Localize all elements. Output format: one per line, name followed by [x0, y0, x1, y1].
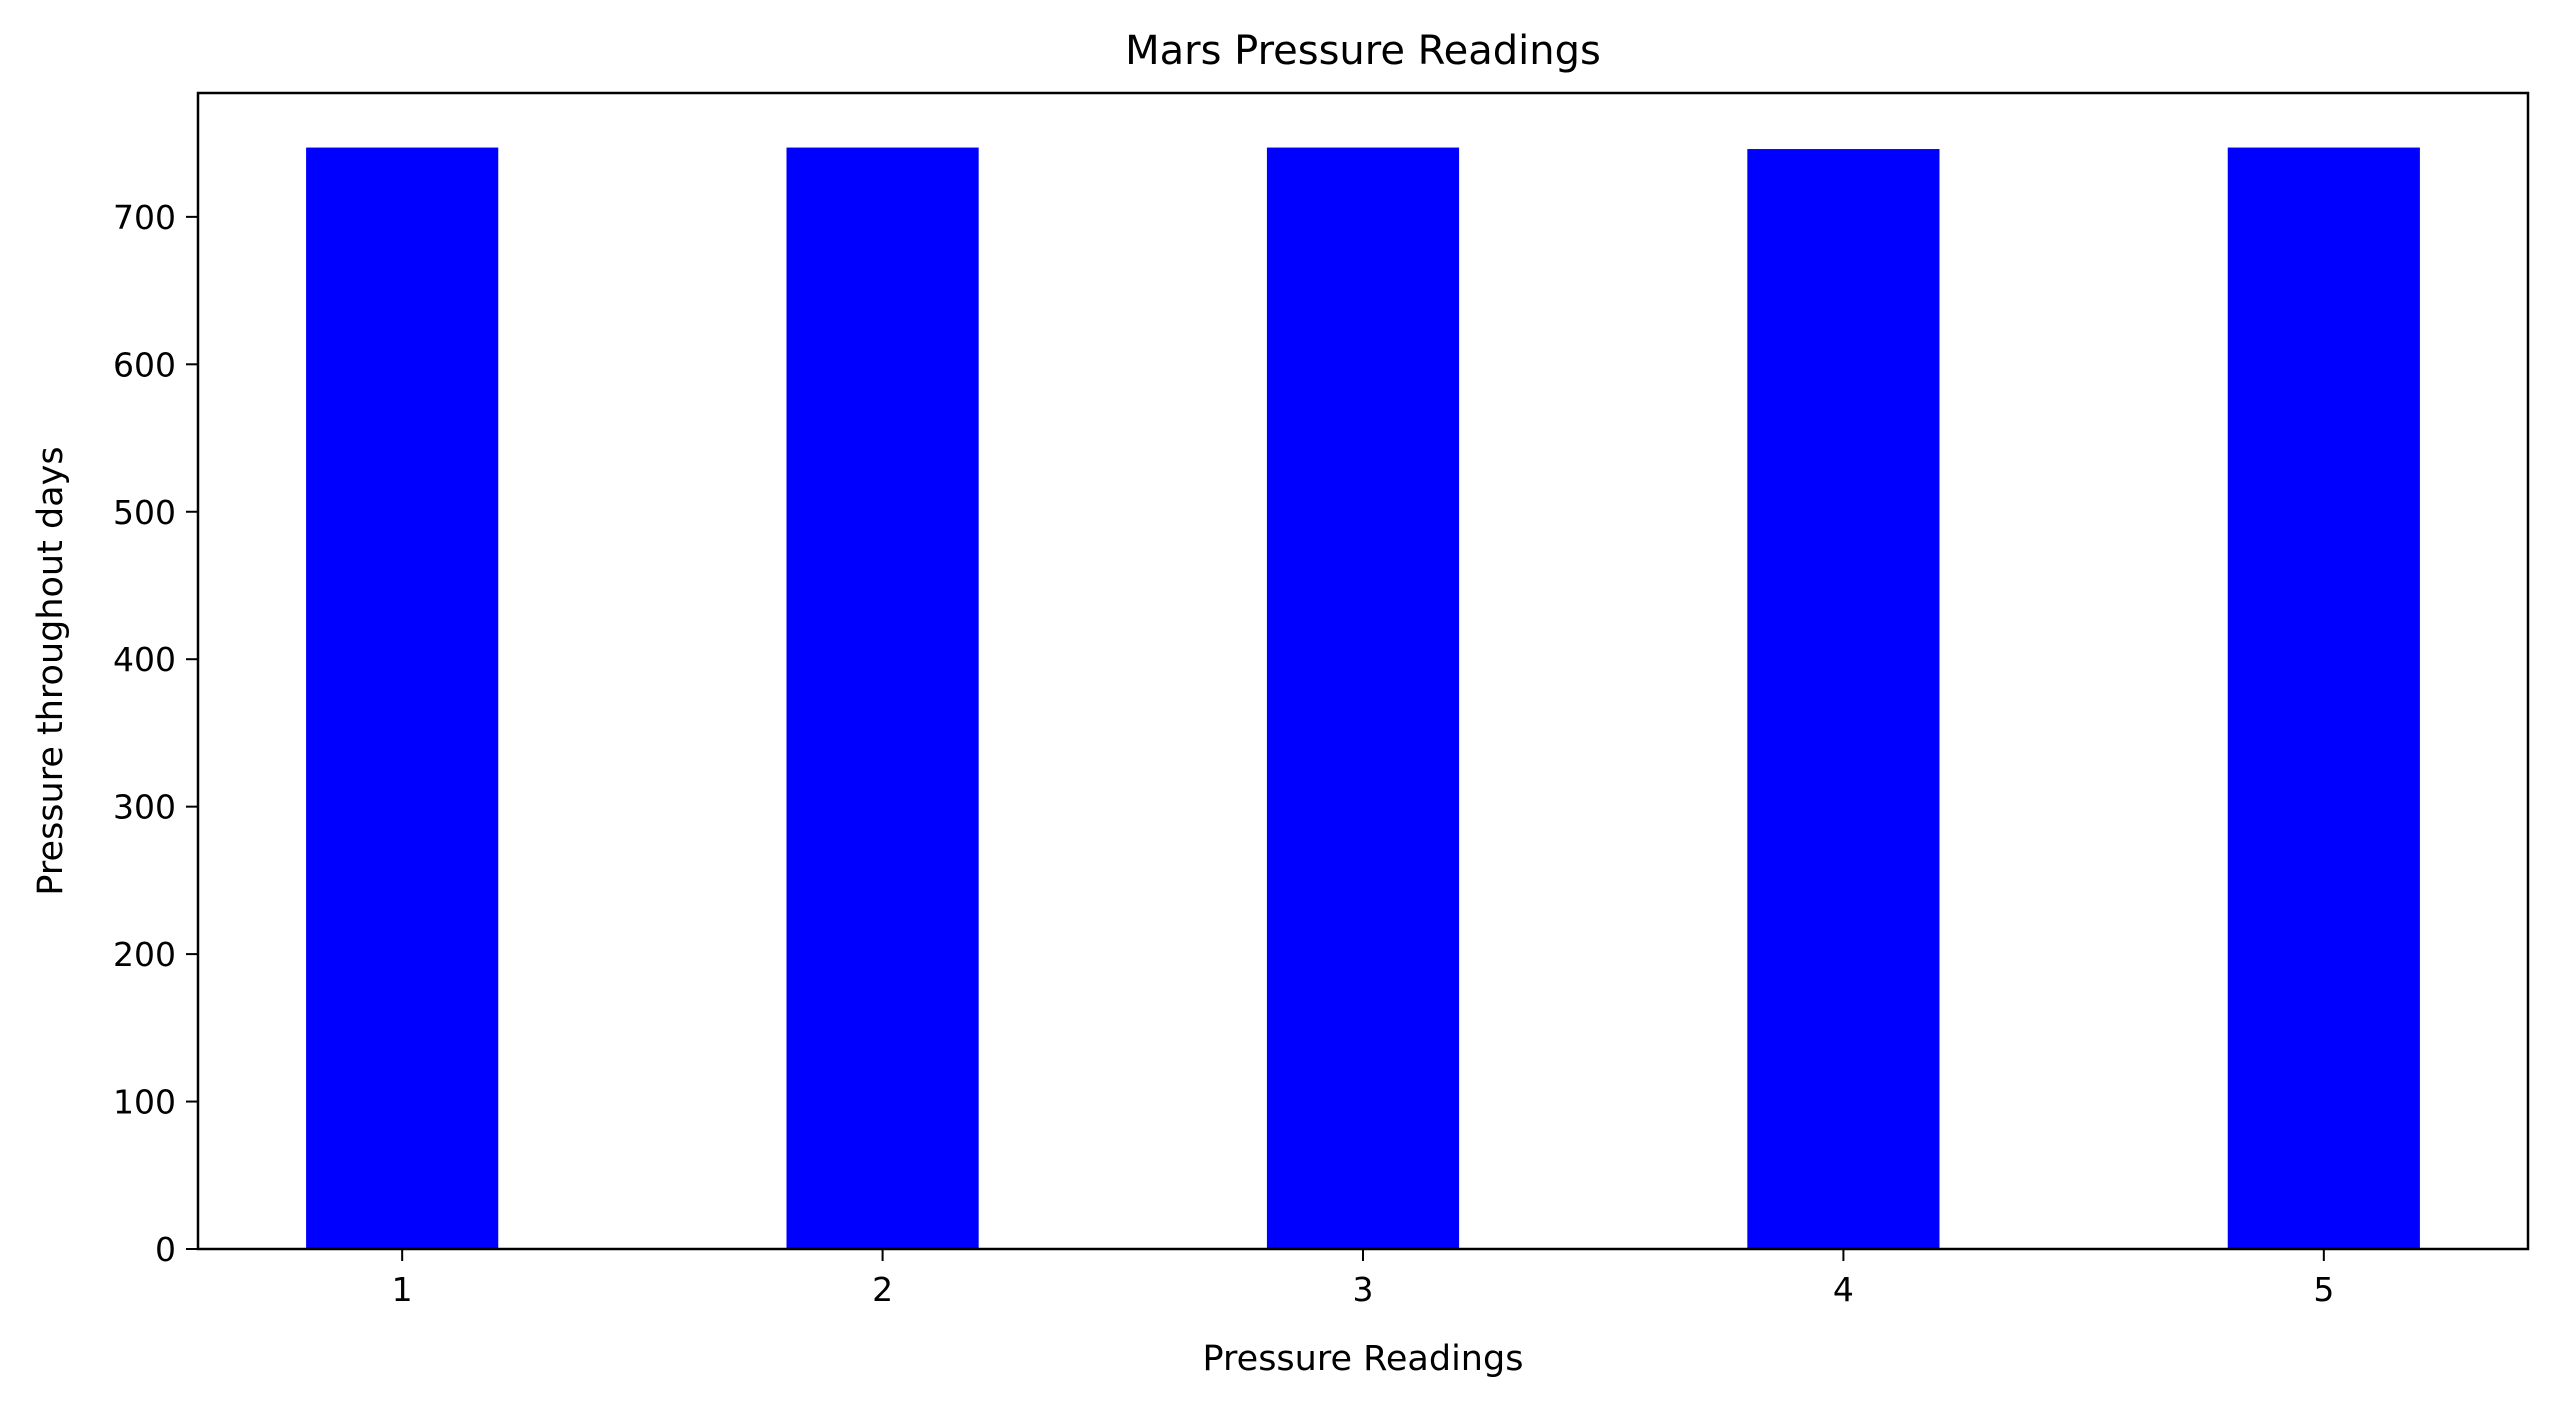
bar-1 — [306, 147, 499, 1249]
chart-title: Mars Pressure Readings — [1125, 28, 1601, 74]
x-tick-label: 3 — [1353, 1270, 1374, 1309]
y-tick-label: 200 — [113, 935, 176, 974]
x-tick-label: 2 — [872, 1270, 893, 1309]
y-tick-label: 600 — [113, 345, 176, 384]
y-tick-label: 700 — [113, 198, 176, 237]
y-tick-label: 400 — [113, 640, 176, 679]
y-tick-label: 500 — [113, 493, 176, 532]
y-tick-label: 300 — [113, 788, 176, 827]
bar-4 — [1747, 149, 1940, 1249]
bar-5 — [2227, 147, 2420, 1249]
y-tick-label: 100 — [113, 1083, 176, 1122]
x-tick-label: 4 — [1833, 1270, 1854, 1309]
x-tick-label: 5 — [2313, 1270, 2334, 1309]
ticks-group: 1 2 3 4 5 0 100 200 300 400 500 600 700 — [113, 198, 2334, 1309]
bar-3 — [1266, 147, 1460, 1249]
x-axis-label: Pressure Readings — [1203, 1339, 1524, 1379]
plot-frame — [196, 91, 2530, 1251]
bar-2 — [786, 147, 979, 1249]
x-tick-label: 1 — [392, 1270, 413, 1309]
y-axis-label: Pressure throughout days — [31, 446, 71, 895]
bars-group — [306, 147, 2420, 1249]
y-tick-label: 0 — [155, 1230, 176, 1269]
